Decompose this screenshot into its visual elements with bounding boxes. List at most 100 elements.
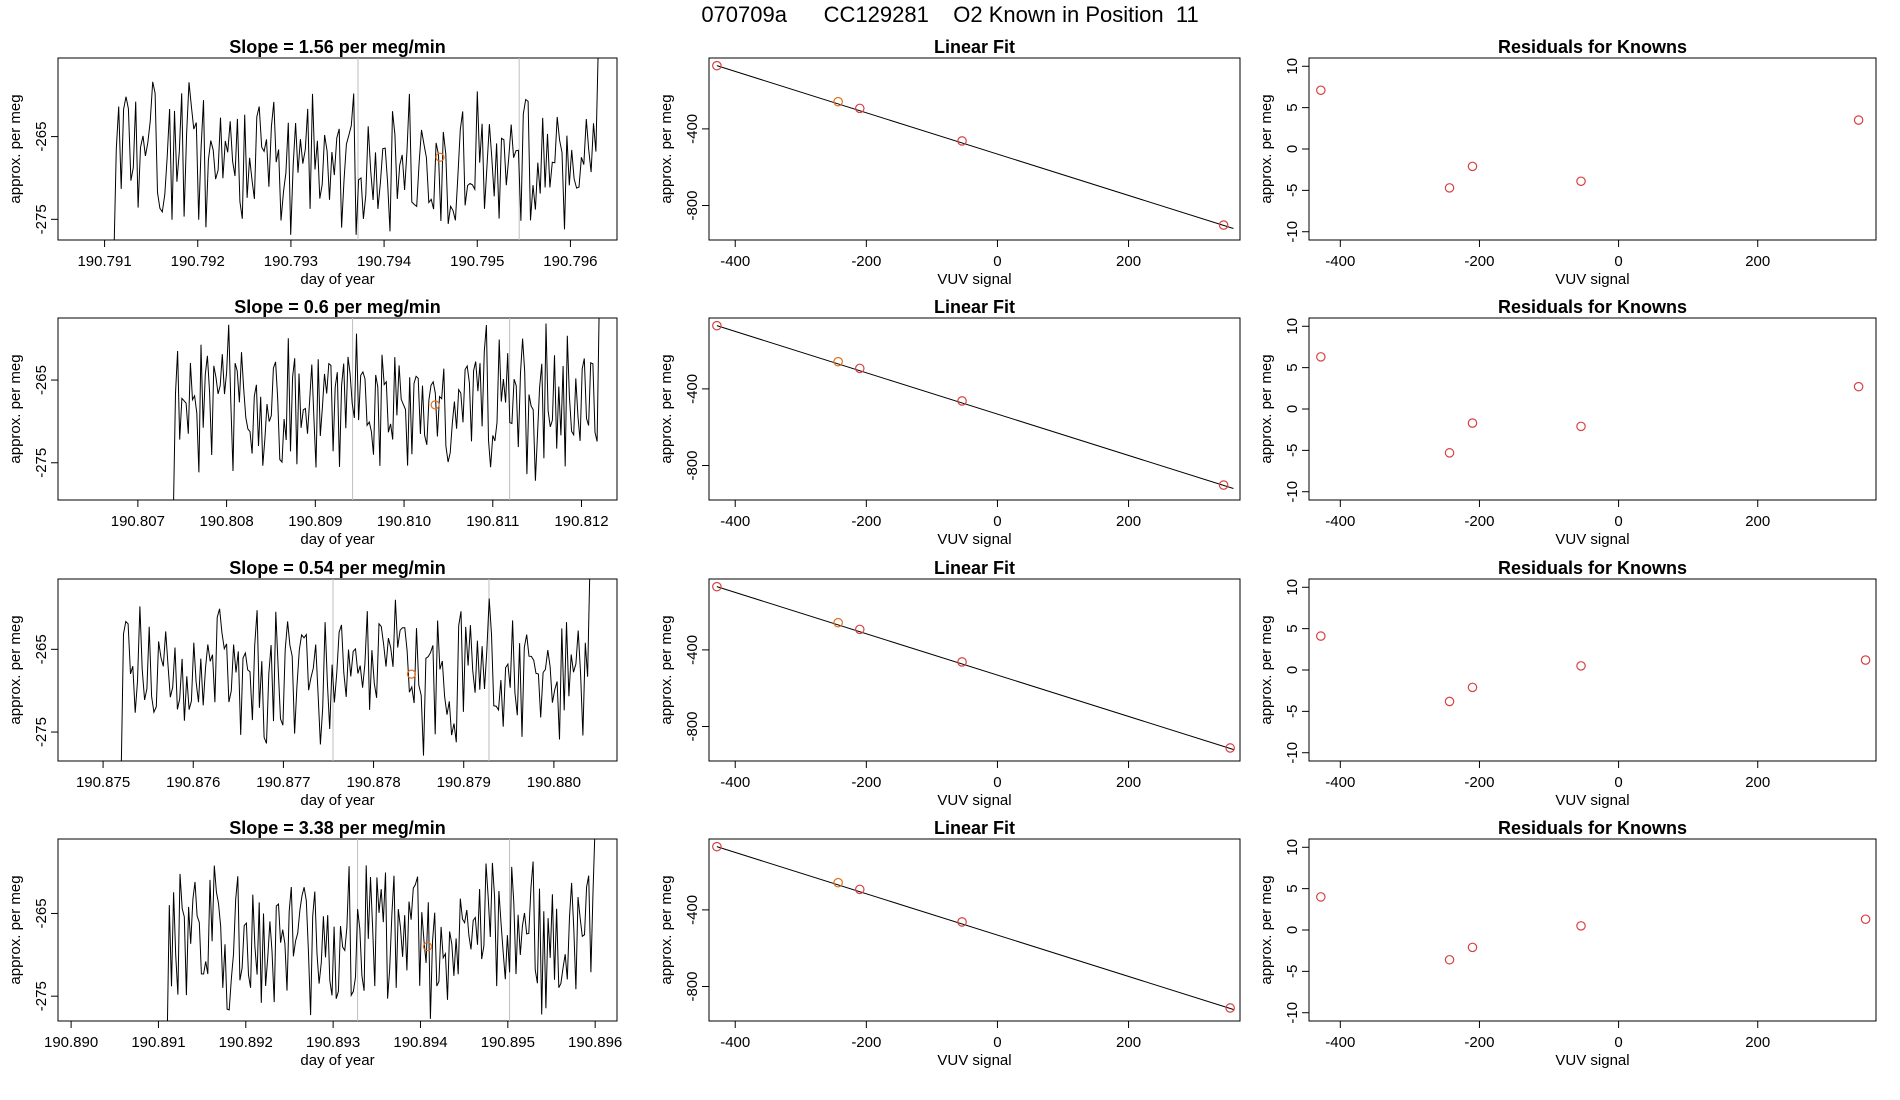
x-tick-label: 190.811 (466, 513, 519, 530)
y-tick-label: -275 (33, 981, 50, 1011)
y-axis-label: approx. per meg (658, 354, 675, 463)
y-tick-label: 10 (1284, 579, 1301, 596)
data-point (1444, 183, 1455, 193)
known-marker-point (435, 152, 445, 162)
chart-panel-4: Slope = 0.6 per meg/min 190.807 190.808 190… (7, 297, 618, 548)
data-point (1467, 418, 1478, 428)
x-axis-label: day of year (300, 1052, 374, 1069)
chart-title: Residuals for Knowns (1498, 297, 1687, 317)
data-point (1218, 480, 1229, 490)
x-axis-label: day of year (300, 271, 374, 288)
chart-panel-7: Slope = 0.54 per meg/min 190.875 190.876 19… (7, 558, 618, 809)
chart-title: Linear Fit (934, 297, 1015, 317)
x-tick-label: 190.795 (450, 253, 504, 270)
data-point (1218, 220, 1229, 230)
fit-line (716, 325, 1234, 489)
x-tick-label: 190.890 (44, 1034, 98, 1051)
chart-panel-1: Slope = 1.56 per meg/min 190.791 190.792 19… (7, 37, 618, 288)
x-tick-label: -400 (1325, 1034, 1355, 1051)
x-axis-label: VUV signal (937, 1052, 1011, 1069)
x-axis-label: VUV signal (1555, 1052, 1629, 1069)
y-axis-label: approx. per meg (7, 615, 24, 724)
x-tick-label: 0 (993, 513, 1001, 530)
x-tick-label: 190.896 (568, 1034, 622, 1051)
series-trace-line (166, 839, 596, 1021)
chart-panel-12: Residuals for Knowns -400 -200 0 200 10 5 0 -5 -1… (1258, 818, 1877, 1069)
data-point (1225, 1003, 1235, 1013)
data-point (1444, 696, 1455, 707)
x-axis-label: VUV signal (937, 792, 1011, 809)
x-tick-label: -400 (1325, 774, 1355, 791)
chart-panel-6: Residuals for Knowns -400 -200 0 200 10 5 0 -5 -1… (1258, 297, 1877, 548)
y-tick-label: -265 (33, 365, 50, 395)
x-tick-label: -200 (1464, 1034, 1494, 1051)
y-tick-label: -400 (684, 895, 701, 925)
x-tick-label: 190.793 (264, 253, 318, 270)
data-point (1225, 743, 1235, 753)
data-point (1860, 914, 1871, 925)
x-tick-label: 190.808 (199, 513, 253, 530)
y-tick-label: -275 (33, 204, 50, 234)
chart-title: Slope = 0.6 per meg/min (234, 297, 441, 317)
chart-panel-10: Slope = 3.38 per meg/min 190.890 190.891 19… (7, 818, 622, 1069)
y-axis-label: approx. per meg (7, 354, 24, 463)
plot-frame (708, 317, 1241, 501)
data-point (1853, 381, 1864, 392)
series-trace-line (173, 318, 600, 500)
y-axis-label: approx. per meg (7, 875, 24, 984)
chart-title: Slope = 3.38 per meg/min (229, 818, 446, 838)
y-tick-label: -400 (684, 635, 701, 665)
y-tick-label: 10 (1284, 58, 1301, 75)
data-point (1316, 352, 1326, 362)
data-point (1316, 85, 1326, 96)
x-tick-label: 190.879 (437, 774, 491, 791)
x-tick-label: 200 (1116, 513, 1141, 530)
data-point (712, 320, 722, 331)
y-tick-label: -800 (684, 972, 701, 1002)
known-data-point (833, 877, 843, 888)
x-tick-label: 190.893 (306, 1034, 360, 1051)
x-tick-label: -400 (720, 774, 750, 791)
y-tick-label: -275 (33, 448, 50, 478)
y-tick-label: -800 (684, 712, 701, 742)
series-trace-line (120, 579, 591, 761)
x-tick-label: 190.891 (131, 1034, 185, 1051)
x-tick-label: 200 (1745, 774, 1770, 791)
data-point (1576, 421, 1586, 432)
y-tick-label: -10 (1284, 742, 1301, 764)
data-point (1444, 448, 1455, 458)
x-tick-label: -400 (1325, 253, 1355, 270)
y-tick-label: -5 (1284, 705, 1301, 718)
y-tick-label: -400 (684, 114, 701, 144)
y-tick-label: -5 (1284, 965, 1301, 978)
x-tick-label: -200 (1464, 774, 1494, 791)
data-point (712, 841, 722, 852)
y-tick-label: 0 (1284, 145, 1301, 153)
data-point (712, 60, 722, 71)
x-tick-label: 190.892 (219, 1034, 273, 1051)
x-tick-label: 0 (993, 1034, 1001, 1051)
plot-frame (1308, 578, 1877, 762)
y-axis-label: approx. per meg (1258, 875, 1275, 984)
y-axis-label: approx. per meg (1258, 94, 1275, 203)
chart-panel-5: Linear Fit -400 -200 0 200 -400 -800 VUV signal… (658, 297, 1241, 548)
x-tick-label: 0 (1614, 513, 1622, 530)
x-tick-label: -400 (720, 513, 750, 530)
data-point (1444, 954, 1455, 965)
y-tick-label: -265 (33, 122, 50, 152)
y-tick-label: 5 (1284, 884, 1301, 892)
x-tick-label: -400 (1325, 513, 1355, 530)
fit-line (716, 65, 1234, 229)
x-tick-label: 190.875 (76, 774, 130, 791)
x-tick-label: 190.807 (111, 513, 165, 530)
x-tick-label: -200 (851, 253, 881, 270)
y-tick-label: -800 (684, 451, 701, 481)
y-axis-label: approx. per meg (658, 94, 675, 203)
y-tick-label: 10 (1284, 839, 1301, 856)
data-point (957, 136, 967, 146)
chart-title: Linear Fit (934, 818, 1015, 838)
data-point (1860, 655, 1871, 665)
x-tick-label: -200 (851, 1034, 881, 1051)
x-axis-label: VUV signal (1555, 531, 1629, 548)
